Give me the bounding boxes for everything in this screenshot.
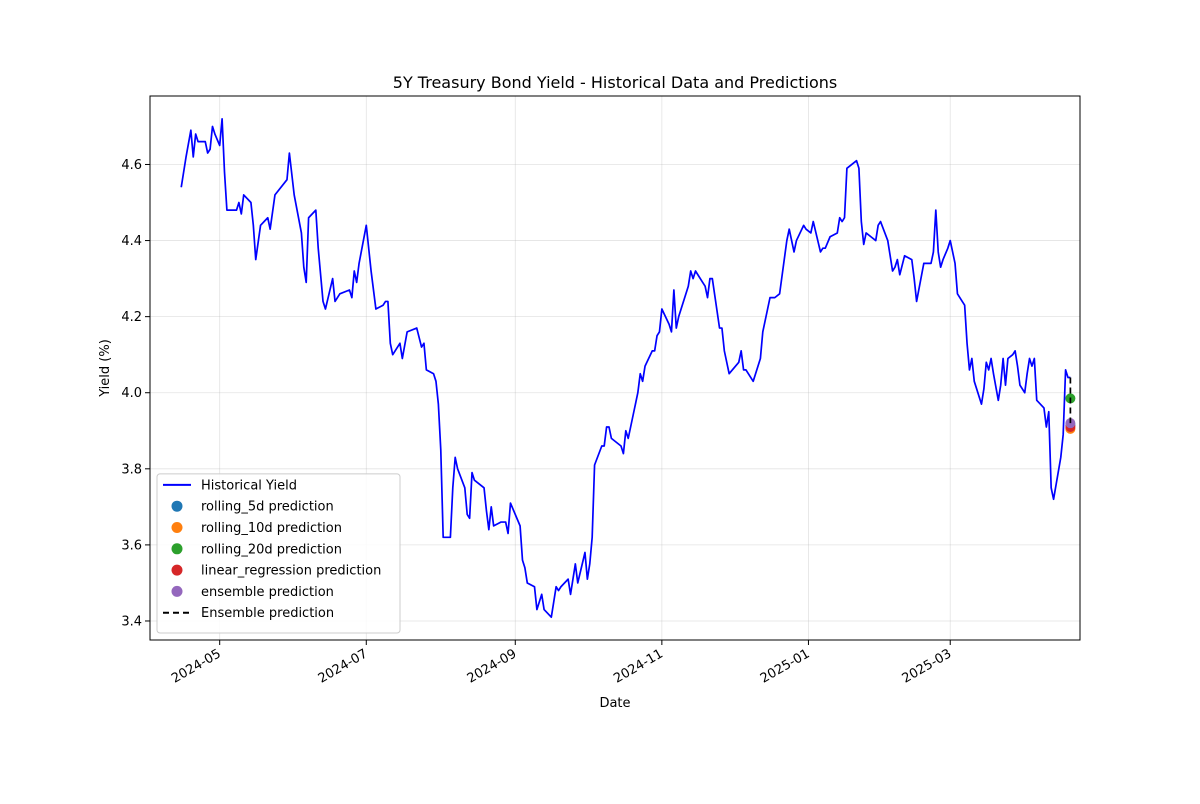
y-axis-label: Yield (%) [98, 339, 113, 398]
legend-label-historical-yield: Historical Yield [201, 478, 297, 493]
legend-box [156, 473, 401, 634]
legend-label-ensemble-prediction: ensemble prediction [201, 585, 334, 600]
legend-label-rolling-5d-prediction: rolling_5d prediction [201, 500, 334, 515]
y-tick-label: 3.4 [121, 614, 142, 629]
legend-swatch-rolling-5d-prediction [171, 500, 183, 512]
y-axis-ticks: 3.4 3.6 3.8 4.0 4.2 4.4 4.6 [121, 158, 150, 629]
legend: Historical Yield rolling_5d prediction rol… [156, 473, 401, 634]
legend-swatch-rolling-20d-prediction [171, 543, 183, 555]
legend-label-rolling-10d-prediction: rolling_10d prediction [201, 521, 342, 536]
y-tick-label: 4.2 [121, 310, 142, 325]
legend-label-linear-regression-prediction: linear_regression prediction [201, 564, 381, 579]
historical-yield-line [180, 117, 1071, 619]
legend-label-ensemble-prediction: Ensemble prediction [201, 606, 334, 621]
x-axis-label: Date [599, 696, 630, 711]
y-tick-label: 3.6 [121, 538, 142, 553]
legend-label-rolling-20d-prediction: rolling_20d prediction [201, 542, 342, 557]
plot-area [180, 117, 1076, 619]
y-tick-label: 4.4 [121, 234, 142, 249]
y-tick-label: 4.0 [121, 386, 142, 401]
legend-swatch-rolling-10d-prediction [171, 522, 183, 533]
y-tick-label: 4.6 [121, 158, 142, 173]
chart-title: 5Y Treasury Bond Yield - Historical Data… [393, 73, 837, 92]
plot-frame [149, 95, 1081, 641]
y-tick-label: 3.8 [121, 462, 142, 477]
legend-swatch-linear-regression-prediction [171, 564, 183, 576]
legend-swatch-ensemble-prediction [171, 585, 183, 597]
